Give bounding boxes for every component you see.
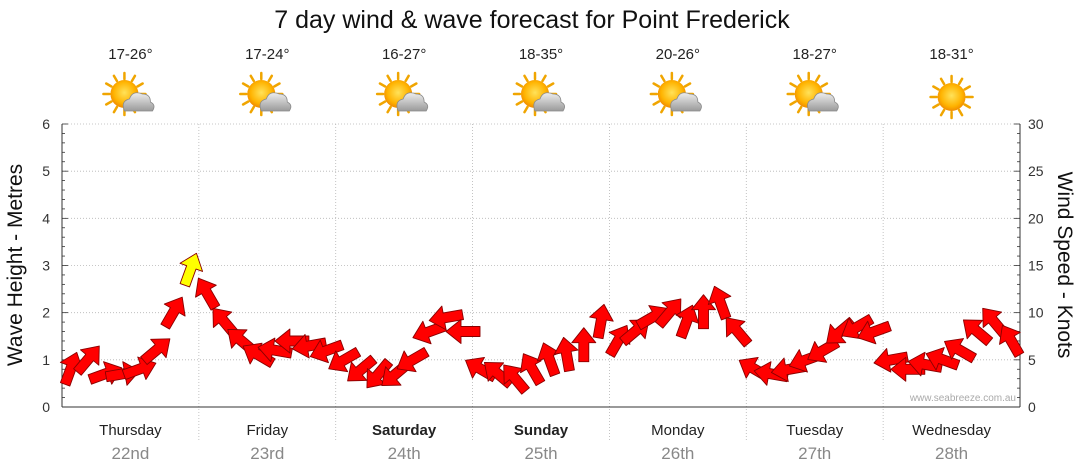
y-right-tick-label: 5: [1028, 352, 1036, 368]
day-name-label: Tuesday: [786, 422, 843, 439]
temperature-label: 17-24°: [245, 46, 289, 63]
wind-arrow: [140, 338, 171, 365]
wind-arrow: [925, 347, 961, 371]
wind-arrow: [873, 348, 909, 373]
wind-arrow: [291, 333, 328, 359]
wind-arrow: [160, 296, 186, 330]
day-date-label: 25th: [524, 444, 557, 463]
y-left-tick-label: 1: [42, 352, 50, 368]
wind-arrow: [503, 364, 530, 395]
day-name-label: Friday: [246, 422, 288, 439]
sun-cloud-icon: [375, 71, 429, 117]
day-labels: Thursday 22nd Friday 23rd Saturday 24th Sunday…: [99, 422, 991, 463]
wind-arrow: [654, 298, 682, 329]
y-right-tick-label: 30: [1028, 116, 1044, 132]
wind-arrow: [242, 342, 276, 368]
day-date-label: 28th: [935, 444, 968, 463]
wind-arrow: [73, 345, 100, 376]
wind-arrow: [857, 320, 892, 345]
credit-label: www.seabreeze.com.au: [909, 393, 1016, 404]
sun-cloud-icon: [239, 71, 292, 117]
temperature-label: 20-26°: [656, 46, 700, 63]
sun-cloud-icon: [512, 71, 565, 117]
y-right-tick-label: 15: [1028, 258, 1044, 274]
wind-arrow: [179, 252, 204, 288]
y-left-tick-label: 0: [42, 399, 50, 415]
wind-arrow: [347, 354, 378, 382]
temperature-label: 18-31°: [929, 46, 973, 63]
day-name-label: Sunday: [514, 422, 569, 439]
y-left-tick-label: 5: [42, 163, 50, 179]
y-right-tick-label: 25: [1028, 163, 1044, 179]
wind-arrow: [707, 285, 732, 321]
day-date-label: 27th: [798, 444, 831, 463]
y-axis-right-title: Wind Speed - Knots: [1053, 172, 1076, 359]
day-name-label: Monday: [651, 422, 705, 439]
wind-arrow: [520, 353, 546, 387]
wind-arrow: [366, 358, 394, 389]
temperature-label: 17-26°: [108, 46, 152, 63]
wind-arrow: [396, 347, 430, 373]
day-date-label: 22nd: [112, 444, 150, 463]
tick-labels: 0 1 2 3 4 5 6 0 5 10 15 20 25 30: [42, 116, 1044, 415]
temperature-label: 18-35°: [519, 46, 563, 63]
wind-arrow: [428, 305, 464, 331]
wind-arrow: [675, 304, 700, 340]
gridlines: [62, 123, 1020, 440]
day-date-label: 23rd: [250, 444, 284, 463]
axes: [61, 123, 1021, 408]
sun-icon: [929, 74, 974, 120]
y-right-tick-label: 10: [1028, 305, 1044, 321]
wind-arrow: [841, 314, 875, 340]
wind-arrow: [999, 324, 1025, 358]
wind-arrow: [195, 277, 221, 311]
sun-cloud-icon: [102, 71, 155, 117]
temperature-label: 18-27°: [793, 46, 837, 63]
day-name-label: Thursday: [99, 422, 162, 439]
temperature-labels: 17-26° 17-24° 16-27° 18-35° 20-26° 18-27° 18-3…: [108, 46, 974, 63]
y-left-tick-label: 2: [42, 305, 50, 321]
sun-cloud-icon: [649, 71, 702, 117]
y-right-tick-label: 0: [1028, 399, 1036, 415]
day-date-label: 24th: [388, 444, 421, 463]
wind-arrow: [309, 339, 345, 364]
y-left-tick-label: 4: [42, 210, 50, 226]
y-right-tick-label: 20: [1028, 210, 1044, 226]
wind-arrow: [571, 327, 597, 363]
day-name-label: Saturday: [372, 422, 437, 439]
wind-arrow: [725, 317, 753, 348]
wind-arrows: [59, 252, 1025, 395]
wind-arrow: [962, 319, 994, 347]
day-name-label: Wednesday: [912, 422, 991, 439]
wind-arrow: [553, 336, 579, 373]
weather-icons: [102, 71, 974, 120]
wind-arrow: [536, 342, 561, 377]
sun-cloud-icon: [786, 71, 839, 117]
day-date-label: 26th: [661, 444, 694, 463]
wind-arrow: [589, 303, 614, 340]
wind-arrow: [328, 347, 362, 373]
wind-arrow: [944, 338, 977, 364]
y-axis-left-title: Wave Height - Metres: [4, 164, 27, 366]
temperature-label: 16-27°: [382, 46, 426, 63]
wind-arrow: [445, 319, 481, 344]
chart-title: 7 day wind & wave forecast for Point Fre…: [274, 6, 790, 34]
y-left-tick-label: 3: [42, 258, 50, 274]
y-left-tick-label: 6: [42, 116, 50, 132]
